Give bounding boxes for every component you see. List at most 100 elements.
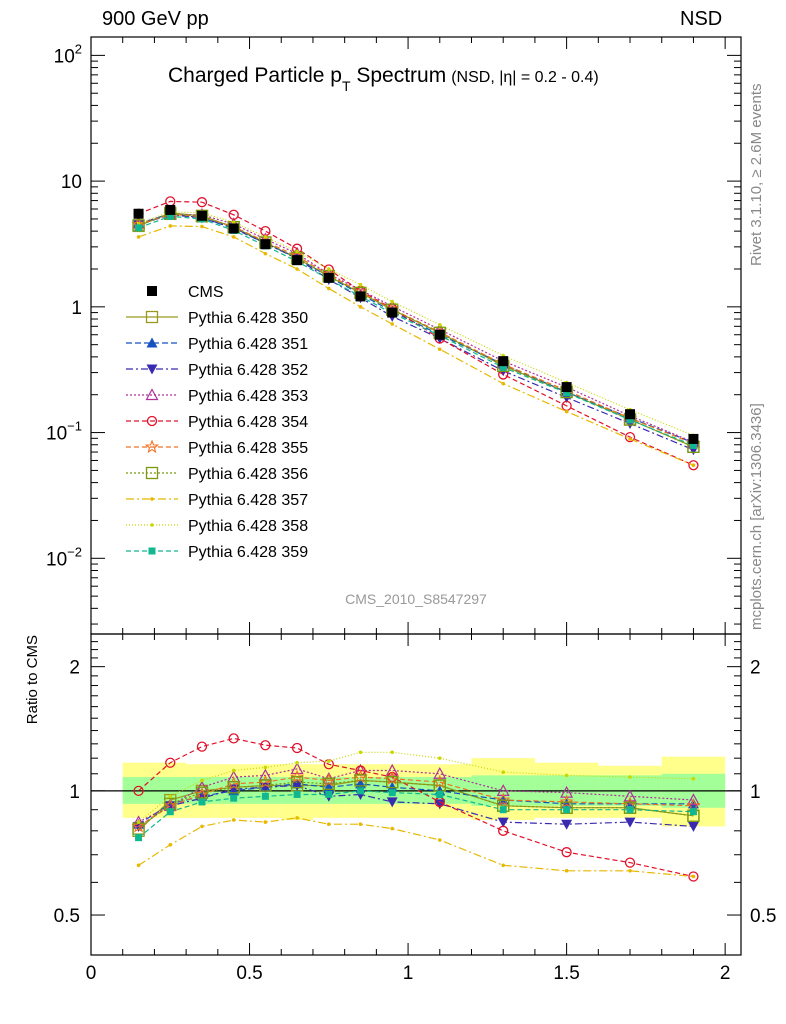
process-label: NSD bbox=[680, 8, 723, 30]
x-tick-label: 1 bbox=[403, 963, 414, 984]
ratio-series-8-point bbox=[564, 773, 569, 778]
ratio-series-6-point bbox=[259, 779, 272, 792]
ratio-series-7-point bbox=[437, 838, 442, 842]
ratio-series-7-point bbox=[358, 822, 363, 827]
ratio-series-9-point bbox=[135, 834, 143, 842]
ratio-series-2-point bbox=[291, 781, 303, 792]
y-tick-label: 1 bbox=[71, 298, 82, 319]
ratio-series-6-point bbox=[290, 775, 304, 789]
ratio-series-9-point bbox=[357, 787, 365, 795]
chart-title: Charged Particle pT Spectrum (NSD, |η| = … bbox=[168, 64, 599, 94]
legend-label-4: Pythia 6.428 353 bbox=[188, 388, 308, 405]
y-tick-label: 102 bbox=[54, 41, 82, 67]
y-tick-label: 10−2 bbox=[46, 544, 82, 570]
ratio-panel: 0 0.5 1 1.5 2 0.5 0.5 1 1 2 2 Ratio to CMS bbox=[24, 633, 776, 984]
series-9-point bbox=[166, 212, 174, 220]
series-5-line bbox=[138, 213, 694, 444]
ratio-series-9-point bbox=[436, 790, 444, 798]
series-7-point bbox=[168, 224, 173, 228]
ratio-series-4-point bbox=[228, 733, 239, 744]
ratio-series-6-point bbox=[623, 801, 637, 814]
y-tick-label-right: 2 bbox=[750, 658, 761, 679]
ratio-series-9-point bbox=[689, 808, 697, 816]
x-tick-label: 0.5 bbox=[236, 963, 262, 984]
cms-data-point bbox=[625, 409, 636, 420]
ratio-series-3-point bbox=[686, 793, 700, 806]
ratio-series-3-point bbox=[433, 767, 447, 779]
ratio-series-7-point bbox=[231, 818, 236, 822]
legend-marker-10 bbox=[148, 547, 156, 555]
ratio-series-8-point bbox=[327, 759, 331, 763]
ratio-series-6-point bbox=[354, 774, 367, 787]
ratio-series-6-point bbox=[195, 786, 209, 799]
ratio-series-9-point bbox=[198, 798, 206, 806]
ratio-series-2-point bbox=[434, 799, 446, 810]
cms-data-point bbox=[323, 272, 334, 283]
series-7-line bbox=[138, 225, 694, 466]
ratio-series-8-point bbox=[231, 768, 236, 773]
series-4-line bbox=[138, 200, 694, 466]
legend-marker-7 bbox=[145, 466, 159, 480]
energy-label: 900 GeV pp bbox=[102, 8, 209, 30]
y-tick-label: 10 bbox=[61, 172, 82, 193]
series-9-point bbox=[135, 224, 143, 232]
series-7-point bbox=[501, 381, 505, 386]
ratio-series-7-point bbox=[295, 816, 299, 820]
series-7-point bbox=[437, 347, 442, 352]
cms-data-point bbox=[688, 433, 699, 444]
ratio-series-4-point bbox=[688, 871, 699, 882]
series-8-point bbox=[295, 249, 299, 254]
series-7-point bbox=[231, 235, 236, 239]
series-0-line bbox=[138, 212, 694, 448]
ratio-series-8-point bbox=[200, 778, 204, 783]
ratio-series-4-line bbox=[138, 737, 694, 878]
ratio-series-2-point bbox=[386, 797, 398, 808]
cms-data-point bbox=[260, 239, 271, 250]
y-tick-label-right: 0.5 bbox=[750, 906, 776, 927]
cms-data-point bbox=[133, 208, 144, 219]
ratio-series-9-point bbox=[388, 789, 396, 797]
series-3-line bbox=[138, 214, 694, 443]
ratio-series-9-point bbox=[230, 794, 238, 802]
y-tick-label: 1 bbox=[69, 782, 80, 803]
ratio-series-6-point bbox=[322, 777, 335, 790]
ratio-series-8-point bbox=[168, 794, 173, 799]
ratio-series-6-point bbox=[560, 801, 573, 814]
ratio-series-7-point bbox=[327, 822, 331, 827]
ratio-series-7-point bbox=[564, 868, 569, 873]
series-7-point bbox=[136, 235, 141, 239]
ratio-series-8-point bbox=[263, 765, 268, 770]
legend: CMS Pythia 6.428 350 Pythia 6.428 351 Pythi… bbox=[126, 284, 308, 561]
ratio-series-4-point bbox=[260, 740, 271, 751]
ratio-series-8-point bbox=[295, 760, 299, 765]
ratio-series-7-point bbox=[390, 826, 395, 831]
legend-marker-1 bbox=[145, 310, 159, 324]
ratio-series-3-line bbox=[138, 768, 694, 823]
ratio-series-7-line bbox=[138, 817, 694, 878]
ratio-series-4-point bbox=[291, 742, 303, 754]
series-7-point bbox=[295, 267, 299, 271]
cms-data-point bbox=[561, 382, 572, 393]
ratio-series-9-point bbox=[293, 790, 301, 798]
ratio-series-9-line bbox=[138, 790, 694, 839]
ratio-series-9-point bbox=[325, 790, 333, 798]
cms-data-point bbox=[292, 255, 303, 266]
legend-label-1: Pythia 6.428 350 bbox=[188, 310, 308, 327]
legend-label-0: CMS bbox=[188, 284, 224, 301]
ratio-series-7-point bbox=[628, 868, 632, 873]
cms-data-point bbox=[498, 356, 509, 367]
cms-data-point bbox=[196, 210, 207, 221]
ratio-series-8-point bbox=[358, 750, 363, 755]
legend-marker-5 bbox=[146, 415, 158, 427]
ratio-plot-frame bbox=[90, 633, 742, 956]
ratio-series-2-point bbox=[497, 817, 509, 828]
legend-marker-3 bbox=[146, 364, 158, 375]
cms-data-point bbox=[387, 307, 398, 318]
ratio-series-9-point bbox=[563, 806, 571, 814]
series-8-point bbox=[263, 235, 268, 239]
cms-data-point bbox=[434, 329, 445, 340]
series-8-point bbox=[358, 282, 363, 287]
ratio-series-9-point bbox=[499, 806, 507, 814]
ratio-series-4-point bbox=[196, 741, 208, 752]
